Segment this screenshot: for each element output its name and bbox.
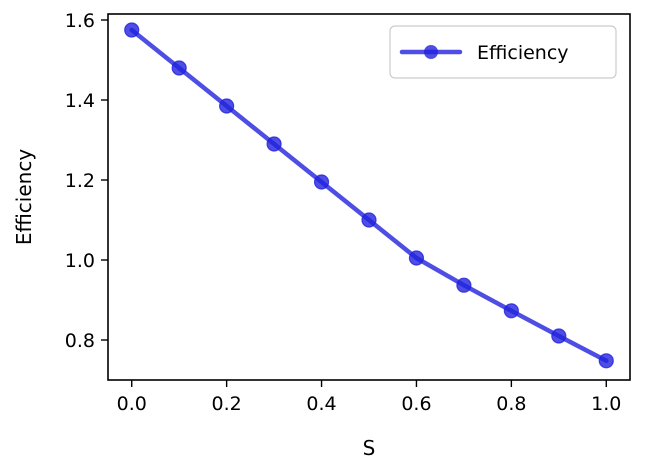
x-tick-label: 0.8 — [496, 393, 526, 415]
y-tick-label: 1.6 — [65, 10, 95, 32]
plot-layer — [124, 22, 614, 369]
x-tick-label: 0.4 — [306, 393, 336, 415]
data-point — [361, 212, 377, 228]
x-tick-label: 0.2 — [212, 393, 242, 415]
legend-box — [389, 25, 617, 79]
data-point — [551, 328, 567, 344]
y-tick-label: 0.8 — [65, 330, 95, 352]
x-tick-label: 0.6 — [401, 393, 431, 415]
y-tick-label: 1.0 — [65, 250, 95, 272]
x-axis-label: S — [363, 436, 376, 460]
data-point — [598, 353, 614, 369]
plot-frame — [107, 13, 631, 381]
data-point — [503, 303, 519, 319]
y-axis-ticks: 0.8 1.0 1.2 1.4 1.6 — [65, 10, 108, 352]
data-point — [124, 22, 140, 38]
data-point — [456, 277, 472, 293]
legend-label-efficiency: Efficiency — [477, 42, 569, 64]
data-point — [313, 174, 330, 190]
x-tick-label: 0.0 — [117, 393, 147, 415]
x-axis-ticks: 0.0 0.2 0.4 0.6 0.8 1.0 — [117, 380, 621, 415]
y-axis-label: Efficiency — [12, 149, 36, 246]
data-point — [219, 98, 235, 114]
data-point — [266, 136, 282, 152]
data-point — [171, 60, 187, 76]
data-point — [408, 250, 425, 266]
x-tick-label: 1.0 — [591, 393, 621, 415]
legend: Efficiency — [389, 25, 617, 79]
y-tick-label: 1.2 — [65, 170, 95, 192]
y-tick-label: 1.4 — [65, 90, 95, 112]
legend-marker-swatch — [424, 45, 438, 59]
series-line-efficiency — [129, 27, 609, 364]
